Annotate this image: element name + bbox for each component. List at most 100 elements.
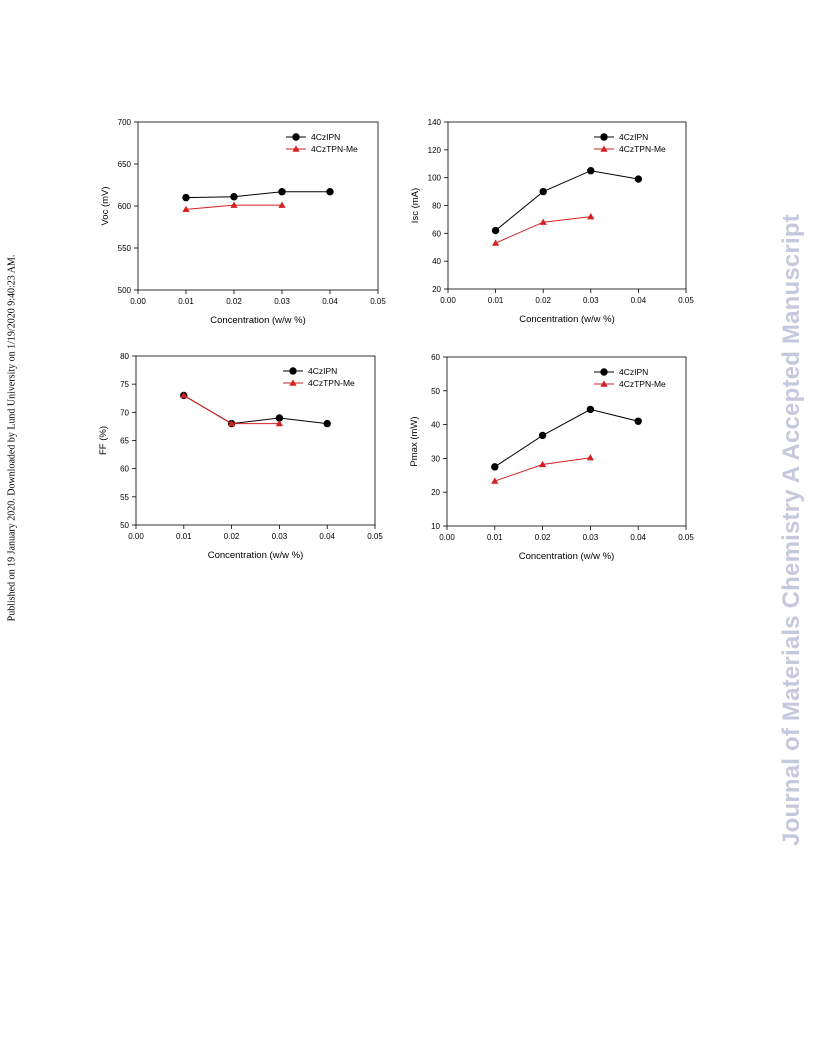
x-tick-label: 0.03: [583, 296, 599, 305]
data-point: [539, 187, 547, 196]
x-tick-label: 0.01: [178, 297, 194, 306]
series-line-4CzIPN: [185, 191, 330, 199]
legend-label: 4CzTPN-Me: [308, 378, 355, 388]
legend-marker: [600, 145, 608, 152]
data-point: [538, 431, 547, 440]
chart-panel-3: 0.00 0.01 0.02 0.03 0.04 0.05 50 55 60 65 70 75 80 Co…: [98, 352, 383, 561]
data-point: [228, 420, 236, 427]
data-point: [634, 175, 643, 183]
x-tick-label: 0.04: [630, 533, 646, 542]
y-tick-label: 100: [428, 174, 442, 183]
y-tick-label: 20: [431, 488, 440, 497]
legend-marker: [289, 367, 297, 375]
chart-panel-1: 0.00 0.01 0.02 0.03 0.04 0.05 500 550 600 650 700 C…: [100, 118, 386, 326]
y-tick-label: 500: [118, 286, 132, 295]
legend-label: 4CzIPN: [619, 367, 648, 377]
y-tick-label: 70: [120, 408, 129, 417]
x-tick-label: 0.03: [274, 297, 290, 306]
x-axis-label: Concentration (w/w %): [519, 551, 615, 562]
data-point: [492, 239, 500, 246]
y-tick-label: 80: [432, 202, 441, 211]
x-tick-label: 0.00: [130, 297, 146, 306]
y-tick-label: 40: [431, 421, 440, 430]
x-tick-label: 0.02: [224, 532, 240, 541]
data-point: [587, 167, 595, 175]
x-tick-label: 0.04: [319, 532, 335, 541]
y-tick-label: 60: [432, 229, 441, 238]
x-tick-label: 0.02: [226, 297, 242, 306]
y-tick-label: 60: [120, 465, 129, 474]
x-tick-label: 0.00: [128, 532, 144, 541]
y-tick-label: 700: [118, 118, 132, 127]
data-point: [539, 460, 547, 468]
x-tick-label: 0.00: [439, 533, 455, 542]
data-point: [182, 193, 190, 202]
data-point: [634, 417, 642, 425]
y-tick-label: 550: [118, 244, 132, 253]
y-tick-label: 20: [432, 285, 441, 294]
legend-label: 4CzIPN: [308, 366, 337, 376]
data-point: [323, 419, 331, 428]
data-point: [539, 218, 547, 225]
y-tick-label: 650: [118, 160, 132, 169]
y-tick-label: 50: [431, 387, 440, 396]
x-tick-label: 0.03: [583, 533, 599, 542]
data-point: [586, 405, 595, 414]
legend-label: 4CzTPN-Me: [311, 144, 358, 154]
y-tick-label: 30: [431, 454, 440, 463]
data-point: [180, 391, 188, 399]
x-tick-label: 0.03: [272, 532, 288, 541]
x-tick-label: 0.04: [322, 297, 338, 306]
data-point: [586, 454, 594, 461]
series-line-4CzIPN: [183, 395, 328, 425]
x-axis-label: Concentration (w/w %): [519, 314, 615, 325]
x-tick-label: 0.05: [367, 532, 383, 541]
x-tick-label: 0.01: [176, 532, 192, 541]
data-point: [278, 201, 286, 208]
y-tick-label: 65: [120, 437, 129, 446]
data-point: [587, 213, 595, 220]
y-tick-label: 600: [118, 202, 132, 211]
y-tick-label: 55: [120, 493, 129, 502]
legend-label: 4CzIPN: [311, 132, 340, 142]
x-axis-label: Concentration (w/w %): [210, 315, 306, 326]
legend-label: 4CzTPN-Me: [619, 379, 666, 389]
data-point: [278, 188, 286, 196]
x-tick-label: 0.01: [488, 296, 504, 305]
legend-label: 4CzIPN: [619, 132, 648, 142]
data-point: [491, 477, 499, 484]
y-axis-label: Pmax (mW): [409, 416, 420, 466]
data-point: [326, 188, 334, 196]
series-line-4CzIPN: [495, 170, 639, 231]
x-tick-label: 0.05: [370, 297, 386, 306]
data-point: [275, 420, 283, 427]
legend-marker: [600, 368, 608, 376]
y-tick-label: 120: [428, 146, 442, 155]
data-point: [182, 205, 190, 213]
x-tick-label: 0.05: [678, 533, 694, 542]
legend-marker: [292, 133, 300, 141]
plot-frame: [446, 356, 687, 527]
chart-panel-4: 0.00 0.01 0.02 0.03 0.04 0.05 10 20 30 40 50 60 Conc…: [409, 353, 694, 562]
data-point: [230, 201, 238, 208]
x-axis-label: Concentration (w/w %): [208, 550, 304, 561]
x-tick-label: 0.01: [487, 533, 503, 542]
y-tick-label: 80: [120, 352, 129, 361]
x-tick-label: 0.00: [440, 296, 456, 305]
y-axis-label: Voc (mV): [100, 186, 111, 225]
x-tick-label: 0.02: [535, 296, 551, 305]
y-tick-label: 60: [431, 353, 440, 362]
y-tick-label: 75: [120, 380, 129, 389]
y-tick-label: 140: [428, 118, 442, 127]
y-axis-label: Isc (mA): [410, 188, 421, 223]
x-tick-label: 0.04: [631, 296, 647, 305]
series-line-4CzIPN: [494, 408, 639, 468]
legend-marker: [289, 379, 297, 386]
data-point: [491, 463, 499, 471]
legend-marker: [600, 380, 608, 387]
y-axis-label: FF (%): [98, 426, 109, 455]
data-point: [230, 193, 238, 201]
legend-marker: [600, 133, 608, 141]
legend-label: 4CzTPN-Me: [619, 144, 666, 154]
